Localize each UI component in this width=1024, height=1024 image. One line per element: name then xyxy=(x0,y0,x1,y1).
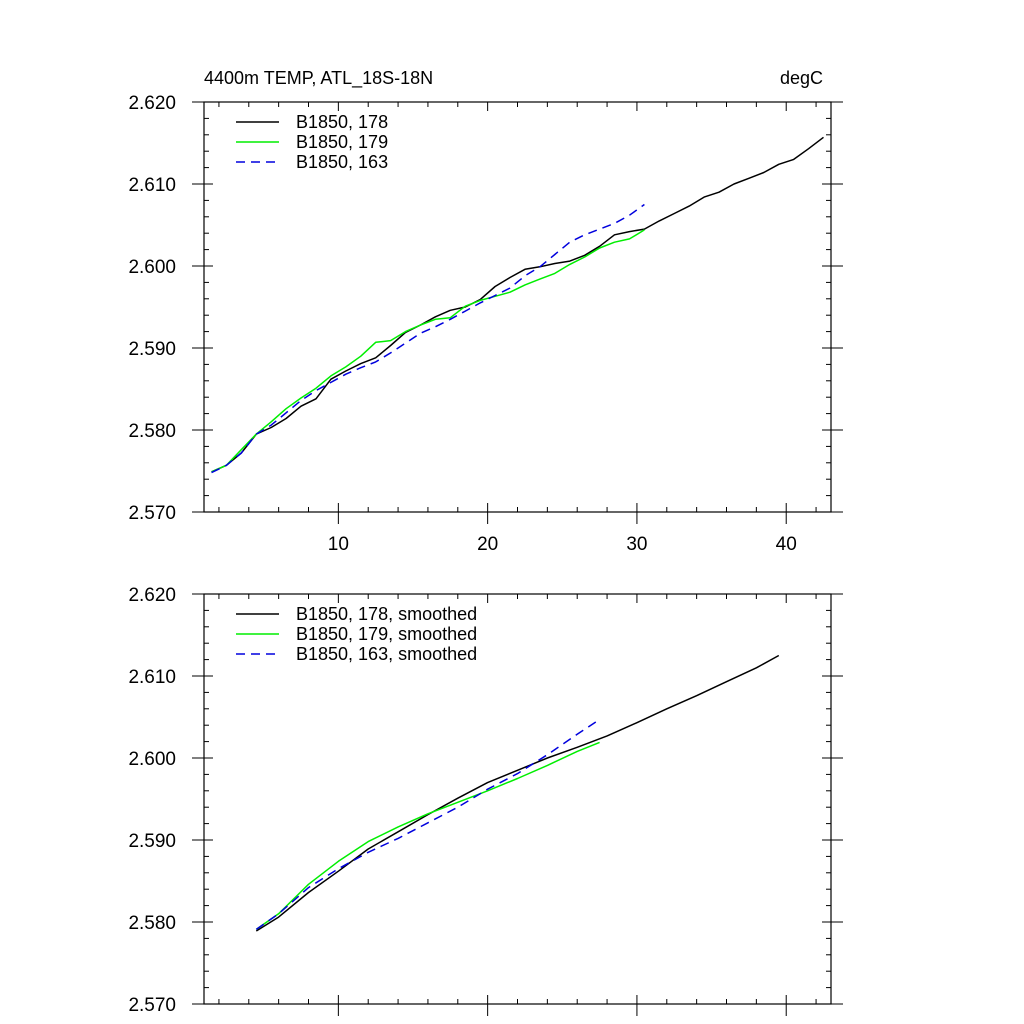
bottom-y-tick-label: 2.600 xyxy=(128,749,176,770)
top-legend-label-1: B1850, 178 xyxy=(296,112,388,132)
top-legend-label-2: B1850, 179 xyxy=(296,132,388,152)
bottom-legend-label-1: B1850, 178, smoothed xyxy=(296,604,477,624)
top-y-tick-label: 2.570 xyxy=(128,503,176,524)
bottom-y-tick-label: 2.610 xyxy=(128,667,176,688)
top-x-tick-label: 40 xyxy=(776,534,797,555)
top-x-tick-label: 10 xyxy=(328,534,349,555)
bottom-y-tick-label: 2.590 xyxy=(128,831,176,852)
bottom-legend-label-3: B1850, 163, smoothed xyxy=(296,644,477,664)
bottom-y-tick-label: 2.580 xyxy=(128,913,176,934)
top-series-line-3 xyxy=(211,203,645,474)
top-series-line-2 xyxy=(211,229,645,473)
top-x-tick-label: 30 xyxy=(626,534,647,555)
bottom-y-tick-label: 2.570 xyxy=(128,995,176,1016)
top-y-tick-label: 2.590 xyxy=(128,339,176,360)
top-panel: 4400m TEMP, ATL_18S-18N degC 10 20 30 40 2.5… xyxy=(128,68,843,555)
top-x-tick-label: 20 xyxy=(477,534,498,555)
bottom-y-tick-label: 2.620 xyxy=(128,585,176,606)
top-series-line-1 xyxy=(211,136,824,473)
top-y-tick-label: 2.620 xyxy=(128,93,176,114)
bottom-series-line-3 xyxy=(255,718,601,931)
top-y-tick-label: 2.600 xyxy=(128,257,176,278)
top-y-tick-label: 2.610 xyxy=(128,175,176,196)
top-legend-label-3: B1850, 163 xyxy=(296,152,388,172)
top-panel-units: degC xyxy=(780,68,823,88)
top-y-tick-label: 2.580 xyxy=(128,421,176,442)
bottom-legend-label-2: B1850, 179, smoothed xyxy=(296,624,477,644)
bottom-series-line-1 xyxy=(255,654,780,932)
bottom-series-line-2 xyxy=(255,741,600,931)
bottom-panel: 2.570 2.580 2.590 2.600 2.610 2.620 B1850, 178… xyxy=(128,585,843,1016)
top-panel-title: 4400m TEMP, ATL_18S-18N xyxy=(204,68,433,89)
